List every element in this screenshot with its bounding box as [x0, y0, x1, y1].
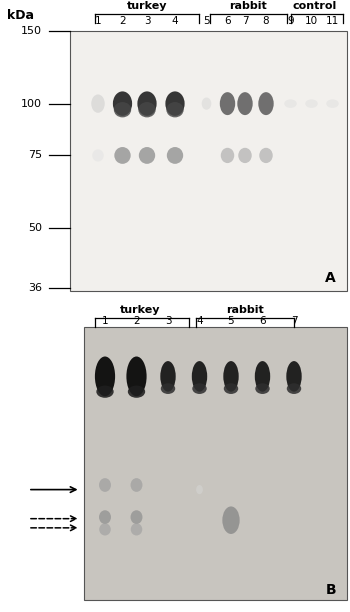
- Ellipse shape: [326, 99, 339, 108]
- Ellipse shape: [139, 147, 155, 164]
- Ellipse shape: [192, 383, 207, 394]
- Text: 8: 8: [263, 16, 269, 26]
- Text: A: A: [325, 271, 336, 285]
- Bar: [84, 327, 346, 600]
- Ellipse shape: [223, 361, 239, 392]
- Bar: [70, 31, 346, 291]
- Text: 50: 50: [28, 223, 42, 233]
- Ellipse shape: [113, 91, 132, 116]
- Text: 5: 5: [203, 16, 210, 26]
- Ellipse shape: [99, 523, 111, 536]
- Ellipse shape: [131, 523, 142, 536]
- Ellipse shape: [192, 361, 207, 392]
- Text: 5: 5: [228, 316, 234, 326]
- Text: 3: 3: [144, 16, 150, 26]
- Text: 36: 36: [28, 283, 42, 293]
- Text: B: B: [326, 583, 336, 597]
- Text: 10: 10: [305, 16, 318, 26]
- Ellipse shape: [99, 510, 111, 524]
- Text: 11: 11: [326, 16, 339, 26]
- Text: kDa: kDa: [7, 9, 34, 22]
- Ellipse shape: [95, 356, 115, 397]
- Ellipse shape: [286, 361, 302, 392]
- Ellipse shape: [237, 92, 253, 115]
- Text: turkey: turkey: [120, 305, 160, 315]
- Ellipse shape: [114, 102, 131, 118]
- Ellipse shape: [126, 356, 147, 397]
- Ellipse shape: [196, 485, 203, 494]
- Text: rabbit: rabbit: [230, 1, 267, 11]
- Ellipse shape: [258, 92, 274, 115]
- Ellipse shape: [114, 147, 131, 164]
- Text: 4: 4: [196, 316, 203, 326]
- Ellipse shape: [166, 102, 184, 118]
- Ellipse shape: [137, 91, 157, 116]
- Ellipse shape: [222, 507, 240, 534]
- Ellipse shape: [99, 478, 111, 492]
- Text: 2: 2: [119, 16, 126, 26]
- Ellipse shape: [287, 383, 301, 394]
- Ellipse shape: [128, 386, 145, 398]
- Text: 7: 7: [291, 316, 297, 326]
- Ellipse shape: [131, 478, 142, 492]
- Text: 6: 6: [224, 16, 231, 26]
- Text: rabbit: rabbit: [226, 305, 264, 315]
- Ellipse shape: [259, 147, 273, 163]
- Ellipse shape: [165, 91, 185, 116]
- Ellipse shape: [96, 386, 114, 398]
- Ellipse shape: [284, 99, 297, 108]
- Ellipse shape: [160, 361, 176, 392]
- Ellipse shape: [224, 383, 238, 394]
- Ellipse shape: [255, 361, 270, 392]
- Text: 3: 3: [165, 316, 171, 326]
- Text: turkey: turkey: [127, 1, 167, 11]
- Text: 2: 2: [133, 316, 140, 326]
- Ellipse shape: [131, 510, 142, 524]
- Text: 4: 4: [172, 16, 178, 26]
- Ellipse shape: [167, 147, 183, 164]
- Ellipse shape: [220, 92, 235, 115]
- Text: 150: 150: [21, 26, 42, 35]
- Text: 6: 6: [259, 316, 266, 326]
- Ellipse shape: [161, 383, 175, 394]
- Ellipse shape: [92, 149, 104, 162]
- Text: 75: 75: [28, 151, 42, 160]
- Text: 7: 7: [242, 16, 248, 26]
- Text: 100: 100: [21, 99, 42, 108]
- Ellipse shape: [305, 99, 318, 108]
- Ellipse shape: [238, 147, 252, 163]
- Text: 1: 1: [95, 16, 101, 26]
- Ellipse shape: [221, 147, 234, 163]
- Ellipse shape: [138, 102, 156, 118]
- Text: 1: 1: [102, 316, 108, 326]
- Text: 9: 9: [287, 16, 294, 26]
- Ellipse shape: [202, 97, 211, 110]
- Ellipse shape: [91, 94, 105, 113]
- Text: control: control: [293, 1, 337, 11]
- Ellipse shape: [255, 383, 270, 394]
